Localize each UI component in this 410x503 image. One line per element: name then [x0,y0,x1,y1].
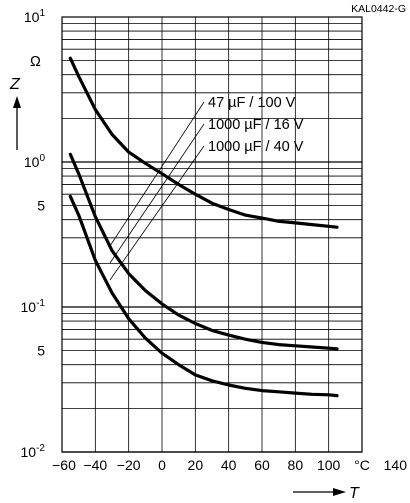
x-tick-label: 100 [317,457,341,473]
y-tick-label: 101 [24,8,46,25]
x-tick-label: 80 [288,457,304,473]
curve-label: 1000 µF / 40 V [208,139,304,155]
x-tick-label: 140 [384,457,408,473]
curves [68,56,339,398]
x-tick-labels: −60 −40 −20 0 20 40 60 80 100 °C 140 [52,457,407,473]
legend-leader-lines [109,101,205,281]
leader-line [109,101,205,247]
x-tick-label: 40 [221,457,237,473]
y-tick-label: 5 [37,343,45,359]
x-tick-label: 20 [188,457,204,473]
x-tick-label: °C [354,457,370,473]
y-tick-label: 10-2 [21,443,46,460]
curve-line [68,194,339,398]
curve-label: 1000 µF / 16 V [208,117,304,133]
leader-line [109,123,205,264]
y-axis-label: Z [9,76,21,93]
y-axis-unit: Ω [30,54,41,70]
y-axis-arrow [13,96,21,150]
x-tick-label: 60 [254,457,270,473]
x-axis-label: T [349,485,360,502]
y-tick-label: 100 [24,153,46,170]
x-tick-label: −20 [117,457,141,473]
x-tick-label: −40 [83,457,107,473]
y-tick-labels: 101 100 5 10-1 5 10-2 [21,8,46,460]
curve-line [68,152,339,351]
y-tick-label: 5 [37,198,45,214]
x-tick-label: 0 [158,457,166,473]
x-tick-label: −60 [52,457,76,473]
y-tick-label: 10-1 [21,298,46,315]
curve-labels: 47 µF / 100 V 1000 µF / 16 V 1000 µF / 40 … [208,95,304,155]
plot-frame [61,16,363,453]
x-axis-arrow [293,488,346,496]
curve-line [68,56,339,229]
curve-label: 47 µF / 100 V [208,95,296,111]
grid [62,17,362,453]
leader-line [109,145,205,281]
figure-code: KAL0442-G [351,3,406,15]
